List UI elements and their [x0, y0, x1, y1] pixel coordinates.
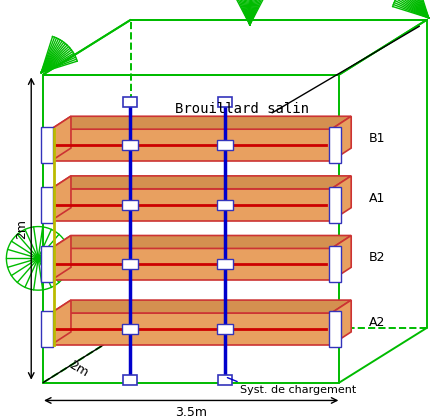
Polygon shape	[51, 116, 71, 161]
Bar	[329, 311, 341, 347]
Bar	[123, 375, 137, 385]
Bar	[218, 97, 232, 108]
Bar	[217, 140, 233, 150]
Polygon shape	[332, 300, 351, 345]
Polygon shape	[332, 116, 351, 161]
Text: B1: B1	[369, 132, 386, 145]
Bar	[329, 247, 341, 282]
Text: A1: A1	[369, 192, 385, 205]
Bar	[217, 260, 233, 269]
Bar	[41, 127, 53, 163]
Polygon shape	[51, 300, 351, 313]
Text: 2m: 2m	[67, 359, 91, 380]
Text: 3.5m: 3.5m	[175, 406, 207, 419]
Text: B2: B2	[369, 251, 386, 264]
Bar	[329, 127, 341, 163]
Bar	[121, 200, 138, 210]
Polygon shape	[51, 236, 71, 280]
Bar	[218, 375, 232, 385]
Text: A2: A2	[369, 316, 385, 329]
Bar	[123, 97, 137, 108]
Bar	[121, 260, 138, 269]
Polygon shape	[51, 176, 71, 220]
Text: Brouillard salin: Brouillard salin	[175, 102, 309, 116]
Text: 2m: 2m	[15, 218, 28, 239]
Polygon shape	[51, 300, 71, 345]
Polygon shape	[51, 313, 332, 345]
Bar	[121, 324, 138, 334]
Text: Syst. de chargement: Syst. de chargement	[240, 385, 356, 394]
Polygon shape	[332, 176, 351, 220]
Bar	[121, 140, 138, 150]
Bar	[217, 200, 233, 210]
Bar	[41, 311, 53, 347]
Bar	[41, 187, 53, 223]
Polygon shape	[51, 116, 351, 129]
Polygon shape	[51, 248, 332, 280]
Polygon shape	[51, 176, 351, 189]
Bar	[217, 324, 233, 334]
Polygon shape	[51, 236, 351, 248]
Bar	[329, 187, 341, 223]
Bar	[41, 247, 53, 282]
Polygon shape	[332, 236, 351, 280]
Polygon shape	[51, 189, 332, 220]
Polygon shape	[51, 129, 332, 161]
